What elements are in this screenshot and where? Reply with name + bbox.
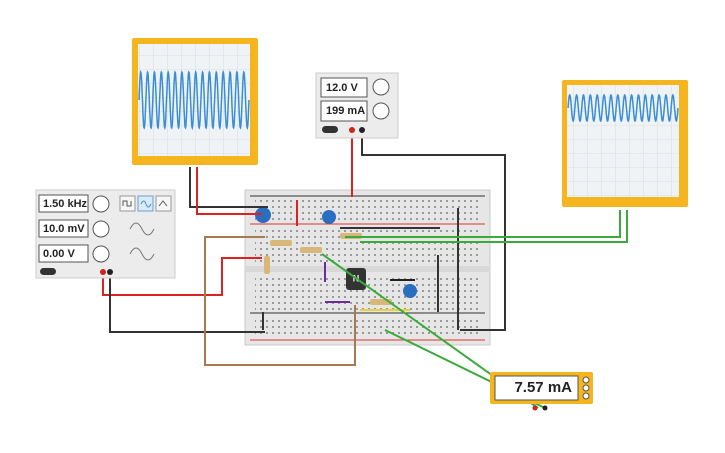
offset-display: 0.00 V bbox=[43, 248, 75, 260]
oscilloscope[interactable] bbox=[132, 38, 258, 165]
voltage-display: 12.0 V bbox=[326, 82, 358, 94]
waveform bbox=[138, 69, 250, 131]
multimeter[interactable]: 7.57 mA bbox=[490, 372, 593, 411]
components[interactable]: N bbox=[255, 200, 459, 330]
frequency-display: 1.50 kHz bbox=[43, 198, 88, 210]
amplitude-display: 10.0 mV bbox=[43, 223, 85, 235]
wires[interactable] bbox=[102, 132, 628, 409]
oscilloscope[interactable] bbox=[562, 80, 688, 207]
function-generator[interactable]: 1.50 kHz 10.0 mV 0.00 V bbox=[35, 189, 176, 279]
power-supply[interactable]: 12.0 V 199 mA bbox=[315, 72, 399, 139]
breadboard[interactable] bbox=[244, 189, 491, 346]
multimeter-reading: 7.57 mA bbox=[514, 379, 572, 396]
current-display: 199 mA bbox=[326, 105, 365, 117]
waveform bbox=[567, 93, 679, 123]
